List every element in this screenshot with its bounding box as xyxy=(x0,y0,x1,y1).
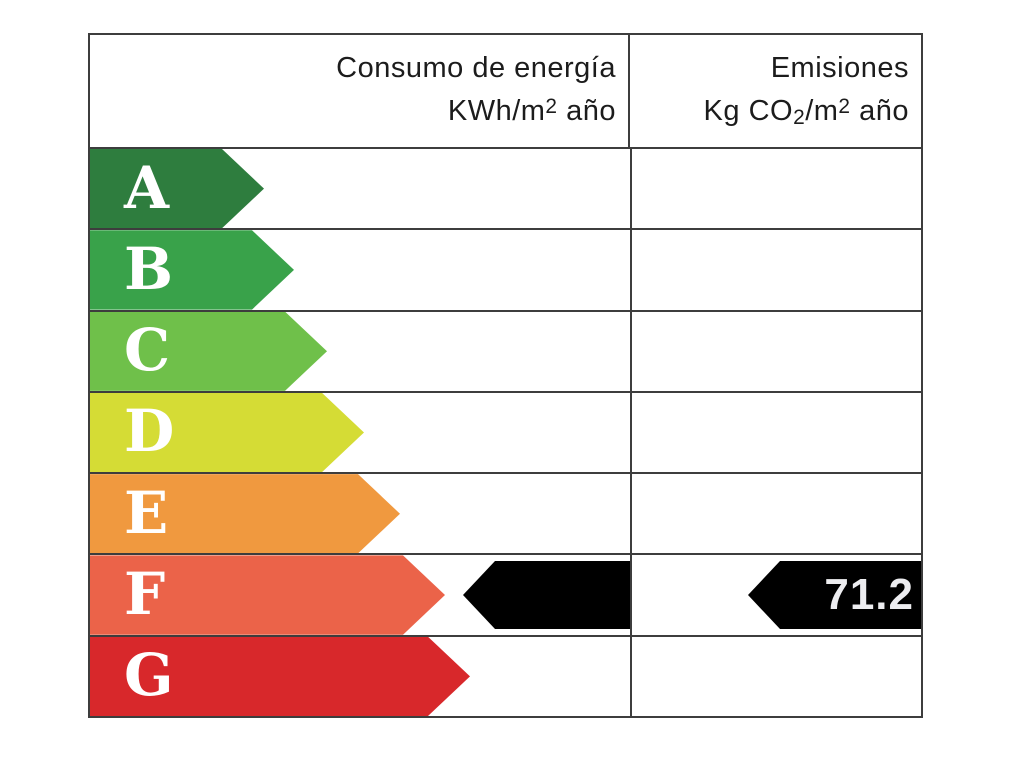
rating-arrow-g xyxy=(90,637,470,716)
superscript-2: 2 xyxy=(545,94,558,118)
consumption-column-header: Consumo de energía KWh/m2 año xyxy=(90,35,630,147)
rating-letter-g: G xyxy=(124,641,174,710)
rating-letter-d: D xyxy=(124,397,175,466)
rating-letter-a: A xyxy=(124,153,170,222)
emissions-header-line2: Kg CO2/m2 año xyxy=(703,94,909,129)
consumption-cell-a: A xyxy=(90,149,632,229)
rating-row-a: A xyxy=(90,149,921,231)
rating-arrow-e xyxy=(90,474,400,553)
rating-arrow-c xyxy=(90,312,327,391)
table-header: Consumo de energía KWh/m2 año Emisiones … xyxy=(90,35,921,149)
rating-row-g: G xyxy=(90,636,921,716)
emissions-cell-a xyxy=(632,149,921,228)
consumption-header-line1: Consumo de energía xyxy=(336,52,616,84)
rating-letter-e: E xyxy=(124,478,169,547)
consumption-rating-marker-arrow xyxy=(463,561,630,630)
emissions-rating-marker-arrow: 71.2 xyxy=(748,561,921,630)
rating-row-f: F 71.2 xyxy=(90,555,921,637)
rating-letter-b: B xyxy=(124,234,174,303)
rating-letter-c: C xyxy=(124,316,171,385)
rating-table: Consumo de energía KWh/m2 año Emisiones … xyxy=(88,33,923,718)
rating-row-d: D xyxy=(90,392,921,475)
consumption-cell-f: F xyxy=(90,555,632,635)
consumption-cell-c: C xyxy=(90,311,632,391)
emissions-cell-d xyxy=(632,393,921,472)
consumption-cell-g: G xyxy=(90,636,632,716)
rating-row-c: C xyxy=(90,311,921,393)
superscript-2: 2 xyxy=(838,94,851,118)
emissions-marker-value: 71.2 xyxy=(824,570,914,620)
rating-row-e: E xyxy=(90,474,921,556)
consumption-cell-d: D xyxy=(90,392,632,473)
emissions-column-header: Emisiones Kg CO2/m2 año xyxy=(630,35,921,147)
consumption-cell-e: E xyxy=(90,474,632,554)
emissions-cell-f: 71.2 xyxy=(632,555,921,634)
subscript-2: 2 xyxy=(793,105,806,129)
rating-arrow-d xyxy=(90,393,364,472)
rating-arrow-f xyxy=(90,555,445,634)
consumption-header-line2: KWh/m2 año xyxy=(447,94,616,127)
rating-arrow-a xyxy=(90,149,264,228)
emissions-cell-e xyxy=(632,474,921,553)
rating-letter-f: F xyxy=(124,559,166,628)
rating-arrow-b xyxy=(90,230,294,309)
emissions-header-line1: Emisiones xyxy=(770,52,909,84)
consumption-cell-b: B xyxy=(90,230,632,310)
emissions-cell-c xyxy=(632,312,921,391)
rating-row-b: B xyxy=(90,230,921,312)
emissions-cell-b xyxy=(632,230,921,309)
rating-rows: A B C D xyxy=(90,149,921,716)
emissions-cell-g xyxy=(632,637,921,716)
